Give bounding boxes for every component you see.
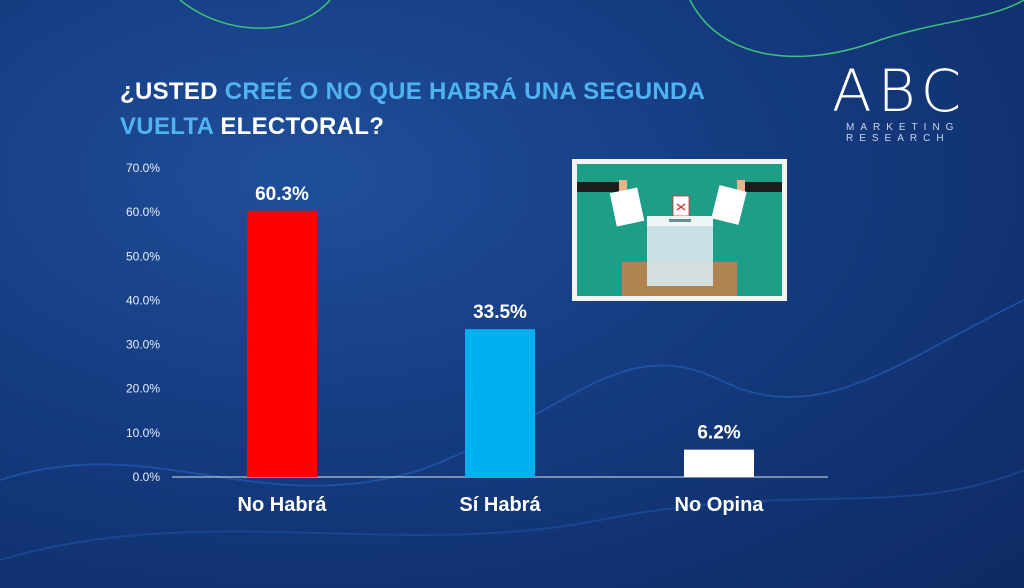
data-label: 6.2% [697,423,740,444]
y-tick-label: 40.0% [126,293,160,307]
x-category-label: No Habrá [238,494,328,516]
logo-mark: ABC [832,57,968,125]
y-tick-label: 20.0% [126,382,160,396]
abc-logo: ABC MARKETING RESEARCH [832,60,982,144]
bar [247,210,317,477]
data-label: 33.5% [473,302,527,323]
logo-tagline: MARKETING [846,122,960,133]
bar [465,329,535,477]
y-tick-label: 50.0% [126,249,160,263]
y-tick-label: 60.0% [126,205,160,219]
title-part: VUELTA [120,113,221,140]
data-label: 60.3% [255,184,309,205]
ballot-box-voting-icon [572,159,787,301]
logo-tagline: RESEARCH [846,133,950,144]
x-category-label: Sí Habrá [459,494,541,516]
y-tick-label: 70.0% [126,161,160,175]
y-tick-label: 0.0% [133,470,161,484]
y-tick-label: 30.0% [126,338,160,352]
chart-title: ¿USTED CREÉ O NO QUE HABRÁ UNA SEGUNDA V… [120,74,705,144]
x-category-label: No Opina [675,494,765,516]
bar [684,449,754,477]
title-part: ELECTORAL? [220,113,385,140]
title-part: CREÉ O NO QUE HABRÁ UNA SEGUNDA [224,78,706,105]
title-part: ¿USTED [120,78,225,105]
y-tick-label: 10.0% [126,426,160,440]
